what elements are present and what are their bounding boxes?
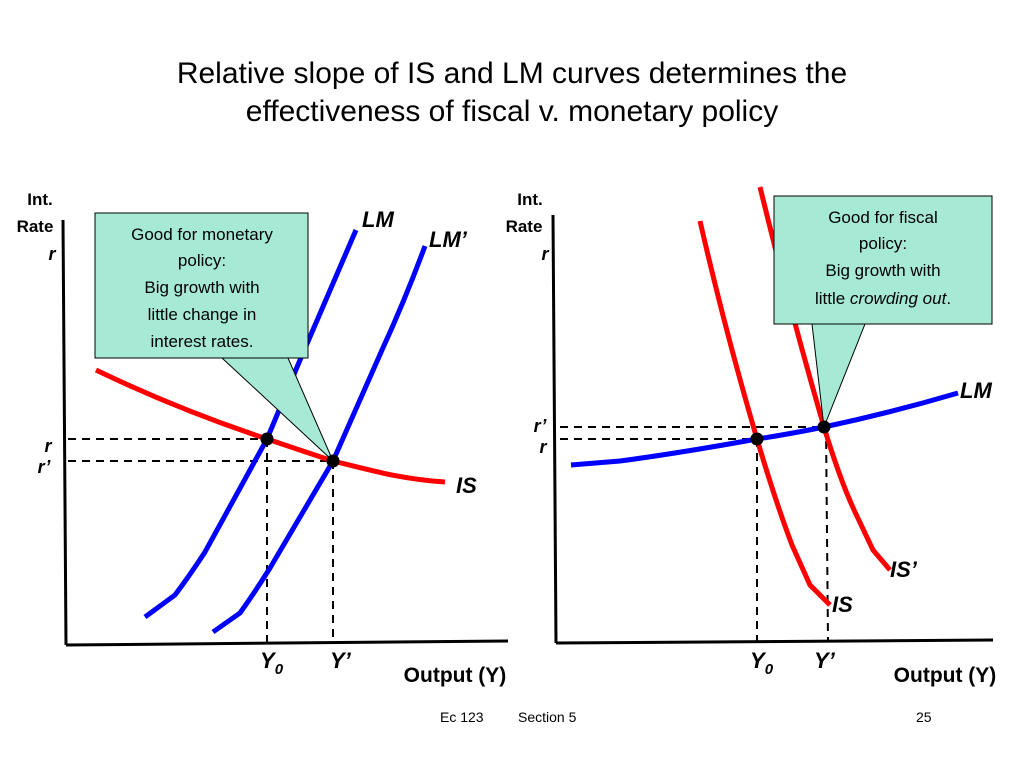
left-x-axis	[65, 639, 509, 647]
right-callout-box	[773, 195, 993, 325]
right-callout-line-4-italic: crowding out	[850, 289, 948, 308]
right-callout-line-4-end: .	[946, 289, 951, 308]
right-y-axis-symbol: r	[541, 244, 549, 264]
right-is-label: IS	[832, 592, 853, 617]
right-y0-subscript: 0	[765, 661, 774, 678]
left-lm-prime-label: LM’	[429, 227, 468, 252]
right-y0-base: Y	[750, 648, 767, 673]
footer-section: Section 5	[518, 709, 577, 725]
left-lm-label: LM	[362, 207, 394, 232]
left-y-axis-symbol: r	[48, 244, 56, 264]
left-y0-label: Y0	[260, 648, 284, 678]
left-callout-pointer	[220, 357, 334, 462]
left-y-axis	[61, 219, 68, 646]
right-y0-label: Y0	[750, 648, 774, 678]
left-x-axis-label: Output (Y)	[404, 664, 507, 687]
slide-title-line-2: effectiveness of fiscal v. monetary poli…	[245, 95, 779, 128]
right-x-axis	[555, 638, 994, 645]
right-x-axis-label: Output (Y)	[894, 664, 997, 687]
right-y-axis-label-line-1: Int.	[517, 190, 543, 209]
left-y-axis-label-line-1: Int.	[27, 190, 53, 209]
right-equilibrium-initial	[750, 432, 764, 446]
left-is-label: IS	[456, 473, 477, 498]
right-r-label: r	[539, 437, 547, 457]
right-callout-line-4: little crowding out.	[815, 289, 951, 308]
slide-footer: Ec 123 Section 5 25	[440, 709, 932, 725]
footer-course: Ec 123	[440, 709, 484, 725]
left-y-axis-label-line-2: Rate	[17, 217, 54, 236]
left-panel: Int. Rate r Output (Y) Good for monetary…	[17, 190, 509, 687]
right-is-curve	[697, 220, 832, 607]
left-callout-line-5: interest rates.	[151, 332, 254, 351]
right-callout-line-3: Big growth with	[825, 261, 940, 280]
right-callout-line-2: policy:	[859, 234, 907, 253]
left-y0-subscript: 0	[275, 661, 284, 678]
right-y-prime-guide	[825, 426, 829, 642]
right-y-axis-label-line-2: Rate	[506, 217, 543, 236]
left-y0-base: Y	[260, 648, 277, 673]
slide-title: Relative slope of IS and LM curves deter…	[0, 55, 1024, 131]
left-callout-line-3: Big growth with	[144, 278, 259, 297]
left-callout-line-4: little change in	[148, 305, 257, 324]
footer-page-number: 25	[916, 709, 932, 725]
right-y-prime-label: Y’	[814, 648, 836, 673]
right-is-prime-label: IS’	[890, 557, 918, 582]
left-equilibrium-initial	[260, 432, 274, 446]
left-y-prime-label: Y’	[330, 648, 352, 673]
left-equilibrium-new	[326, 454, 340, 468]
left-lm-prime-curve	[211, 245, 428, 635]
left-r-label: r	[44, 436, 52, 456]
left-r-prime-label: r’	[38, 457, 52, 477]
right-r-prime-label: r’	[534, 416, 548, 436]
right-lm-curve	[570, 390, 959, 468]
right-equilibrium-new	[817, 420, 831, 434]
right-panel: Int. Rate r Output (Y) Good for fiscal p…	[506, 186, 997, 687]
slide-title-line-1: Relative slope of IS and LM curves deter…	[176, 57, 848, 90]
left-callout-box	[94, 212, 309, 359]
left-callout-line-2: policy:	[178, 251, 226, 270]
right-callout-line-1: Good for fiscal	[828, 208, 938, 227]
left-lm-curve	[143, 229, 359, 620]
right-y-axis	[551, 214, 558, 644]
left-is-curve	[94, 367, 446, 485]
right-callout-line-4-plain: little	[815, 289, 850, 308]
right-lm-label: LM	[960, 378, 992, 403]
left-callout-line-1: Good for monetary	[131, 225, 273, 244]
